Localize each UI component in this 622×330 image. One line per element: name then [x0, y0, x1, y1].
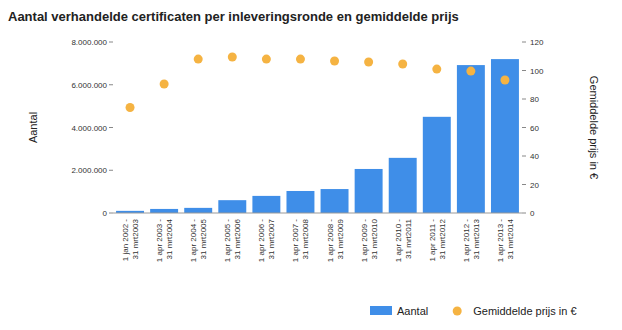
y2-tick — [522, 127, 526, 128]
y-tick — [109, 213, 113, 214]
point — [398, 59, 407, 68]
x-tick-label-line: 31 mrt2014 — [506, 218, 515, 259]
point — [126, 103, 135, 112]
point — [194, 55, 203, 64]
x-tick-label-line: 31 mrt2004 — [165, 218, 174, 259]
y-tick-label: 6.000.000 — [71, 81, 107, 90]
legend-swatch — [453, 307, 462, 316]
bar — [252, 196, 280, 213]
bar — [286, 191, 314, 213]
x-tick-label-line: 31 mrt2007 — [267, 218, 276, 259]
x-tick-label-line: 31 mrt2011 — [404, 218, 413, 258]
bar — [184, 208, 212, 213]
y-tick-label: 0 — [103, 209, 108, 218]
point — [432, 65, 441, 74]
x-tick-label-line: 31 mrt2012 — [438, 218, 447, 259]
x-axis — [113, 213, 522, 214]
y-tick-label: 4.000.000 — [71, 124, 107, 133]
x-tick-label: 1 apr 2013 -31 mrt2014 — [496, 218, 515, 262]
x-tick-label-line: 31 mrt2009 — [336, 218, 345, 259]
y2-tick — [522, 99, 526, 100]
y-tick-label: 8.000.000 — [71, 38, 107, 47]
point — [500, 76, 509, 85]
x-tick-label-line: 1 apr 2005 - — [223, 219, 232, 262]
y-axis-title: Aantal — [27, 112, 39, 143]
y-tick-label: 2.000.000 — [71, 166, 107, 175]
chart: Aantal verhandelde certificaten per inle… — [0, 0, 622, 330]
x-tick-label-line: 1 jan 2002 - — [121, 219, 130, 262]
y2-tick-label: 100 — [530, 67, 544, 76]
x-tick-label-line: 1 apr 2012 - — [462, 219, 471, 262]
x-tick-label: 1 apr 2010 -31 mrt2011 — [394, 218, 413, 262]
point — [330, 56, 339, 65]
x-tick-label-line: 1 apr 2003 - — [155, 219, 164, 262]
y2-tick-label: 80 — [530, 95, 539, 104]
y2-tick — [522, 42, 526, 43]
x-tick-label-line: 31 mrt2005 — [199, 218, 208, 259]
bar — [389, 158, 417, 213]
y2-tick-label: 20 — [530, 181, 539, 190]
bar — [218, 200, 246, 213]
bar — [150, 209, 178, 213]
bar — [457, 65, 485, 213]
x-tick-label: 1 apr 2009 -31 mrt2010 — [360, 218, 379, 262]
point — [228, 52, 237, 61]
x-tick-label: 1 apr 2011 -31 mrt2012 — [428, 218, 447, 261]
point — [262, 55, 271, 64]
point — [160, 80, 169, 89]
x-tick-label: 1 apr 2012 -31 mrt2013 — [462, 218, 481, 262]
x-tick-label-line: 1 apr 2007 - — [291, 219, 300, 262]
x-tick-label: 1 apr 2003 -31 mrt2004 — [155, 218, 174, 262]
bar — [423, 117, 451, 213]
x-tick-label-line: 1 apr 2010 - — [394, 219, 403, 262]
x-tick-label: 1 apr 2004 -31 mrt2005 — [189, 218, 208, 262]
x-tick-label-line: 1 apr 2006 - — [257, 219, 266, 262]
y2-axis-title: Gemiddelde prijs in € — [588, 76, 600, 179]
x-tick-label: 1 apr 2007 -31 mrt2008 — [291, 218, 310, 262]
point — [364, 57, 373, 66]
y2-tick-label: 120 — [530, 38, 544, 47]
legend-swatch — [370, 306, 392, 315]
point — [466, 67, 475, 76]
bar — [491, 59, 519, 213]
x-tick-label: 1 apr 2005 -31 mrt2006 — [223, 218, 242, 262]
y2-tick — [522, 213, 526, 214]
x-tick-label-line: 31 mrt2003 — [131, 218, 140, 259]
y2-tick-label: 0 — [530, 209, 535, 218]
x-tick-label-line: 1 apr 2004 - — [189, 219, 198, 262]
x-tick-label-line: 1 apr 2013 - — [496, 219, 505, 262]
title: Aantal verhandelde certificaten per inle… — [8, 9, 459, 24]
x-tick-label-line: 31 mrt2006 — [233, 218, 242, 259]
x-tick-label-line: 31 mrt2008 — [301, 218, 310, 259]
x-tick-label: 1 apr 2006 -31 mrt2007 — [257, 218, 276, 262]
x-tick-label: 1 jan 2002 -31 mrt2003 — [121, 218, 140, 261]
x-tick-label-line: 1 apr 2008 - — [326, 219, 335, 262]
y-tick — [109, 42, 113, 43]
x-tick-label: 1 apr 2008 -31 mrt2009 — [326, 218, 345, 262]
x-tick-label-line: 31 mrt2010 — [370, 218, 379, 259]
legend-label: Gemiddelde prijs in € — [473, 305, 576, 317]
legend-label: Aantal — [397, 305, 428, 317]
y2-tick — [522, 156, 526, 157]
bar — [321, 189, 349, 213]
y2-tick-label: 40 — [530, 152, 539, 161]
y2-tick — [522, 184, 526, 185]
x-tick-label-line: 1 apr 2011 - — [428, 219, 437, 262]
plot-area — [116, 52, 519, 213]
y-tick — [109, 127, 113, 128]
x-tick-label-line: 1 apr 2009 - — [360, 219, 369, 262]
y-tick — [109, 84, 113, 85]
point — [296, 55, 305, 64]
bar — [355, 169, 383, 213]
y2-tick — [522, 70, 526, 71]
y-tick — [109, 170, 113, 171]
y2-tick-label: 60 — [530, 124, 539, 133]
x-tick-label-line: 31 mrt2013 — [472, 218, 481, 259]
